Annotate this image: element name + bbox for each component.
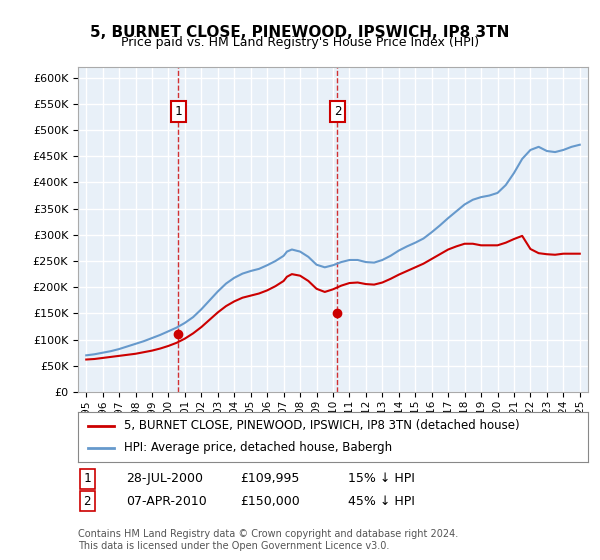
Text: Price paid vs. HM Land Registry's House Price Index (HPI): Price paid vs. HM Land Registry's House … bbox=[121, 36, 479, 49]
Text: 07-APR-2010: 07-APR-2010 bbox=[126, 494, 207, 508]
Text: 2: 2 bbox=[83, 494, 91, 508]
Text: 2: 2 bbox=[334, 105, 341, 118]
Text: 5, BURNET CLOSE, PINEWOOD, IPSWICH, IP8 3TN (detached house): 5, BURNET CLOSE, PINEWOOD, IPSWICH, IP8 … bbox=[124, 419, 520, 432]
Text: 5, BURNET CLOSE, PINEWOOD, IPSWICH, IP8 3TN: 5, BURNET CLOSE, PINEWOOD, IPSWICH, IP8 … bbox=[91, 25, 509, 40]
Text: £150,000: £150,000 bbox=[240, 494, 300, 508]
Text: HPI: Average price, detached house, Babergh: HPI: Average price, detached house, Babe… bbox=[124, 441, 392, 454]
Text: 1: 1 bbox=[83, 472, 91, 486]
Text: 15% ↓ HPI: 15% ↓ HPI bbox=[348, 472, 415, 486]
Text: 1: 1 bbox=[174, 105, 182, 118]
Text: 45% ↓ HPI: 45% ↓ HPI bbox=[348, 494, 415, 508]
Text: £109,995: £109,995 bbox=[240, 472, 299, 486]
Text: 28-JUL-2000: 28-JUL-2000 bbox=[126, 472, 203, 486]
Text: Contains HM Land Registry data © Crown copyright and database right 2024.
This d: Contains HM Land Registry data © Crown c… bbox=[78, 529, 458, 551]
